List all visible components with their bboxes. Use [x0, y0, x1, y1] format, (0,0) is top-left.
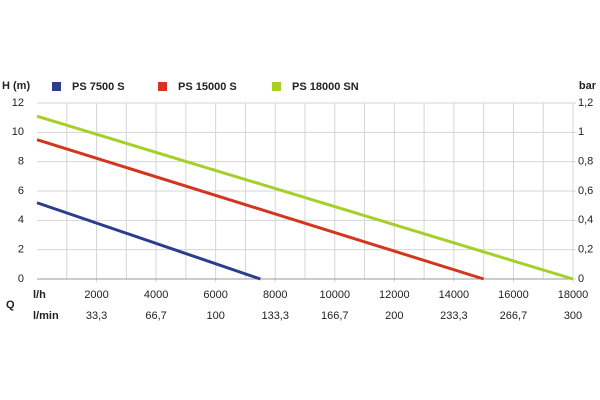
x2-tick-label: 300: [564, 310, 582, 322]
legend-label: PS 15000 S: [178, 81, 237, 93]
legend-swatch: [272, 82, 281, 91]
x-tick-label: 14000: [439, 289, 470, 301]
x-tick-label: 10000: [319, 289, 350, 301]
x-tick-label: 6000: [203, 289, 227, 301]
y-tick-label: 8: [18, 156, 24, 168]
legend-swatch: [158, 82, 167, 91]
x-tick-label: 18000: [558, 289, 589, 301]
y-tick-label: 2: [18, 244, 24, 256]
y2-tick-label: 1,2: [578, 97, 593, 109]
x2-tick-label: 66,7: [145, 310, 166, 322]
x2-tick-label: 200: [385, 310, 403, 322]
series-line: [36, 114, 574, 281]
x2-tick-label: 266,7: [500, 310, 528, 322]
x2-tick-label: 166,7: [321, 310, 349, 322]
y-tick-label: 0: [18, 273, 24, 285]
x-tick-label: 8000: [263, 289, 287, 301]
y2-tick-label: 1: [578, 126, 584, 138]
y2-axis-label: bar: [579, 80, 597, 92]
legend-swatch: [52, 82, 61, 91]
x2-tick-label: 233,3: [440, 310, 468, 322]
y-tick-label: 10: [12, 126, 24, 138]
y2-tick-label: 0,6: [578, 185, 593, 197]
y-tick-label: 6: [18, 185, 24, 197]
series-line: [36, 138, 485, 281]
legend-label: PS 18000 SN: [292, 81, 359, 93]
y2-tick-label: 0,2: [578, 244, 593, 256]
x-tick-label: 4000: [144, 289, 168, 301]
x2-tick-label: 133,3: [261, 310, 289, 322]
x2-tick-label: 100: [206, 310, 224, 322]
y-axis-label: H (m): [2, 80, 30, 92]
q-label: Q: [6, 299, 15, 311]
x2-axis-label: l/min: [33, 310, 59, 322]
y-tick-label: 4: [18, 214, 24, 226]
y2-tick-label: 0: [578, 273, 584, 285]
x2-tick-label: 33,3: [86, 310, 107, 322]
legend-label: PS 7500 S: [72, 81, 125, 93]
x-tick-label: 16000: [498, 289, 529, 301]
y-tick-label: 12: [12, 97, 24, 109]
y2-tick-label: 0,4: [578, 214, 593, 226]
x-tick-label: 12000: [379, 289, 410, 301]
x-axis-label: l/h: [33, 289, 46, 301]
y2-tick-label: 0,8: [578, 156, 593, 168]
x-tick-label: 2000: [84, 289, 108, 301]
series-line: [36, 201, 261, 281]
